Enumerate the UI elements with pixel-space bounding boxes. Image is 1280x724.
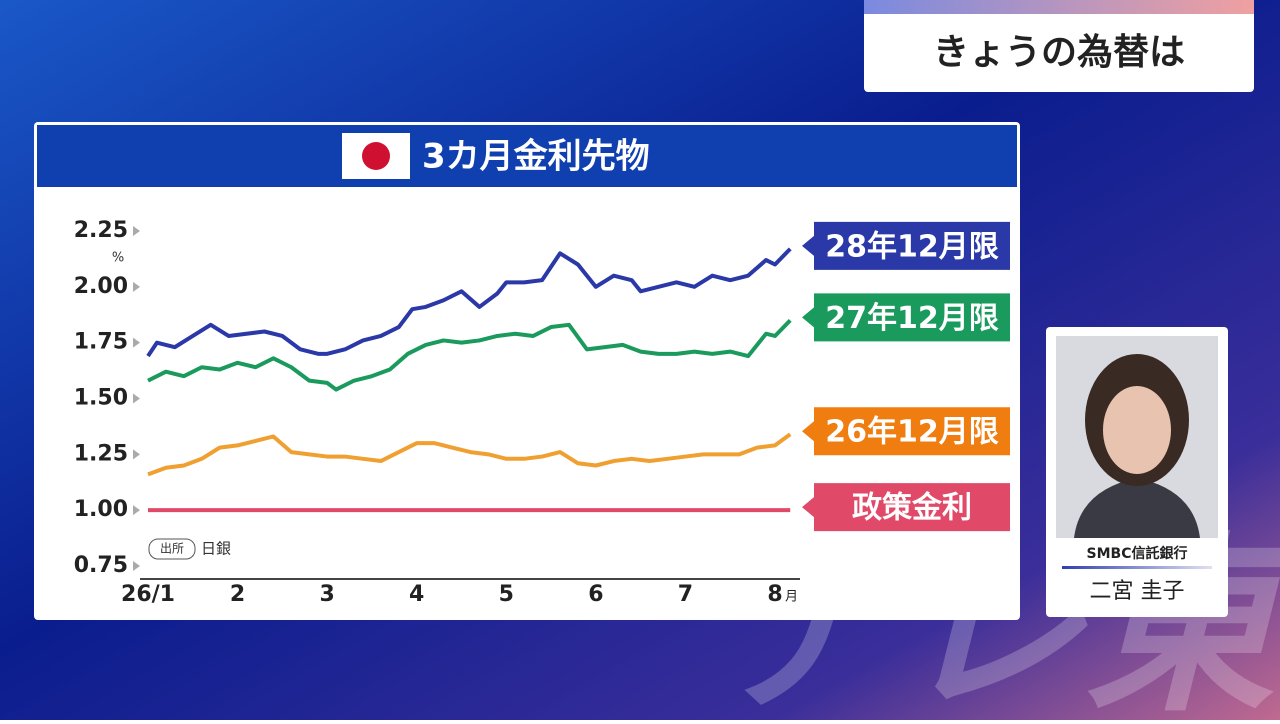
y-tick-mark	[133, 226, 140, 236]
x-tick-label: 7	[678, 582, 693, 607]
flag-sun	[362, 142, 390, 170]
x-tick-label: 2	[230, 582, 245, 607]
chart-title: 3カ月金利先物	[422, 137, 650, 177]
photo-body	[1074, 478, 1200, 538]
y-tick-label: 2.25	[74, 218, 128, 243]
series-label: 26年12月限	[825, 415, 999, 450]
y-tick-mark	[133, 561, 140, 571]
x-unit: 月	[785, 590, 798, 605]
series-line	[147, 432, 792, 477]
series-label-box	[802, 221, 1010, 270]
series-label-box	[802, 407, 1010, 456]
y-tick-mark	[133, 449, 140, 460]
chart-panel	[34, 122, 1020, 620]
photo-face	[1103, 386, 1171, 474]
y-tick-mark	[133, 505, 140, 516]
x-tick-label: 26/1	[121, 582, 175, 607]
x-tick-label: 8	[767, 582, 782, 607]
series-label: 政策金利	[852, 491, 972, 526]
name-divider	[1062, 566, 1212, 569]
y-tick-label: 1.50	[74, 386, 128, 411]
x-tick-label: 4	[409, 582, 424, 607]
y-tick-mark	[133, 337, 140, 348]
series-label-box	[802, 483, 1010, 532]
y-tick-label: 2.00	[74, 274, 128, 299]
header-title: きょうの為替は	[933, 32, 1185, 73]
commentator-company: SMBC信託銀行	[1087, 545, 1188, 562]
y-tick-mark	[133, 393, 140, 404]
header-card	[864, 0, 1254, 92]
x-tick-label: 6	[588, 582, 603, 607]
x-tick-label: 5	[499, 582, 514, 607]
commentator-name: 二宮 圭子	[1090, 579, 1185, 604]
series-line	[146, 247, 792, 358]
source: 日銀	[201, 540, 231, 558]
series-label: 27年12月限	[825, 301, 999, 336]
series-line	[147, 318, 792, 392]
header-bar	[864, 0, 1254, 14]
x-tick-label: 3	[319, 582, 334, 607]
y-tick-label: 1.75	[74, 330, 128, 355]
chart-header	[37, 125, 1017, 187]
y-tick-label: 1.00	[74, 497, 128, 522]
source-badge	[148, 538, 196, 560]
series-label-box	[802, 293, 1010, 342]
series-label: 28年12月限	[825, 229, 999, 264]
source-label: 出所	[160, 542, 184, 556]
y-unit: %	[112, 251, 124, 266]
y-tick-mark	[133, 281, 140, 292]
y-tick-label: 0.75	[74, 553, 128, 578]
y-tick-label: 1.25	[74, 441, 128, 466]
